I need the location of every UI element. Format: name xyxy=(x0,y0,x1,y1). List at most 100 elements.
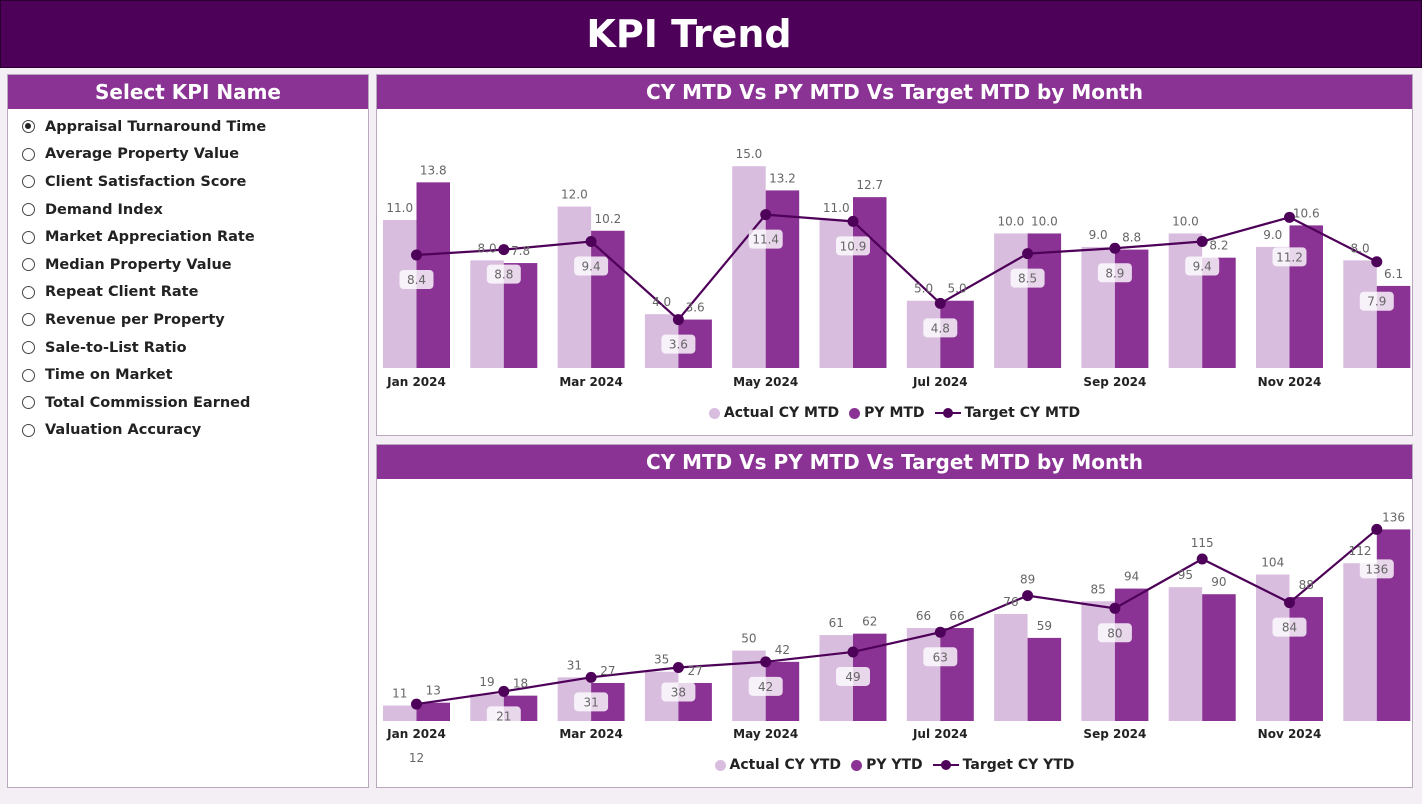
py-bar xyxy=(1202,594,1236,721)
ytd-chart-panel: CY MTD Vs PY MTD Vs Target MTD by Month … xyxy=(376,444,1413,788)
actual-data-label: 104 xyxy=(1261,555,1284,569)
target-data-label: 4.8 xyxy=(931,321,950,335)
radio-icon[interactable] xyxy=(22,396,35,410)
kpi-option-label: Valuation Accuracy xyxy=(45,422,202,439)
py-data-label: 62 xyxy=(862,615,877,629)
target-point xyxy=(1109,602,1121,614)
actual-data-label: 10.0 xyxy=(1172,214,1199,228)
kpi-option[interactable]: Average Property Value xyxy=(22,141,368,169)
target-label-box xyxy=(1359,291,1394,311)
py-bar xyxy=(1202,257,1236,368)
target-data-label: 49 xyxy=(845,670,860,684)
target-data-label: 63 xyxy=(933,650,948,664)
radio-icon[interactable] xyxy=(22,120,35,134)
radio-icon[interactable] xyxy=(22,230,35,244)
actual-data-label: 10.0 xyxy=(997,214,1024,228)
kpi-option[interactable]: Valuation Accuracy xyxy=(22,417,368,445)
target-data-label: 3.6 xyxy=(669,338,688,352)
x-tick-label: Nov 2024 xyxy=(1258,727,1322,741)
radio-icon[interactable] xyxy=(22,341,35,355)
actual-data-label: 85 xyxy=(1091,582,1106,596)
kpi-list: Appraisal Turnaround Time Average Propert… xyxy=(8,109,368,444)
target-label-box xyxy=(1097,263,1132,283)
py-data-label: 10.2 xyxy=(594,212,621,226)
py-bar xyxy=(591,230,625,368)
x-tick-label: Jul 2024 xyxy=(912,375,968,389)
radio-icon[interactable] xyxy=(22,147,35,161)
py-data-label: 59 xyxy=(1037,619,1052,633)
radio-icon[interactable] xyxy=(22,258,35,272)
legend-label: Target CY MTD xyxy=(964,405,1081,421)
actual-data-label: 19 xyxy=(479,675,494,689)
kpi-option[interactable]: Time on Market xyxy=(22,361,368,389)
target-label-box xyxy=(486,264,521,284)
actual-bar xyxy=(1168,233,1203,368)
actual-data-label: 9.0 xyxy=(1089,228,1108,242)
legend-target-marker xyxy=(934,408,961,418)
page-title: KPI Trend xyxy=(586,12,792,56)
target-label-box xyxy=(1272,247,1307,267)
actual-data-label: 9.0 xyxy=(1263,228,1282,242)
actual-bar xyxy=(1081,601,1115,721)
target-point xyxy=(1196,236,1208,248)
py-data-label: 8.8 xyxy=(1122,231,1141,245)
page-header: KPI Trend xyxy=(0,0,1422,68)
target-data-label: 12 xyxy=(409,751,424,765)
radio-icon[interactable] xyxy=(22,175,35,189)
py-bar xyxy=(1376,529,1411,721)
target-label-box xyxy=(399,748,434,768)
radio-icon[interactable] xyxy=(22,313,35,327)
bar-layer xyxy=(383,166,1411,368)
x-tick-label: Jul 2024 xyxy=(912,727,968,741)
target-label-box xyxy=(574,692,609,712)
target-point xyxy=(934,297,946,309)
py-bar xyxy=(416,702,450,721)
actual-bar xyxy=(1343,563,1377,721)
py-data-label: 7.8 xyxy=(511,244,530,258)
ytd-chart-title: CY MTD Vs PY MTD Vs Target MTD by Month xyxy=(377,445,1412,479)
target-data-label: 89 xyxy=(1020,573,1035,587)
kpi-option-label: Repeat Client Rate xyxy=(45,284,199,301)
x-tick-label: Jan 2024 xyxy=(386,727,446,741)
py-data-label: 10.6 xyxy=(1293,206,1320,220)
target-point xyxy=(672,661,684,673)
py-data-label: 94 xyxy=(1124,570,1139,584)
target-data-label: 21 xyxy=(496,709,511,723)
target-point xyxy=(1022,248,1034,260)
target-data-label: 9.4 xyxy=(1193,260,1212,274)
legend-py: PY YTD xyxy=(851,757,923,773)
ytd-legend: Actual CY YTD PY YTD Target CY YTD xyxy=(377,757,1412,773)
target-point xyxy=(585,236,597,248)
radio-icon[interactable] xyxy=(22,285,35,299)
actual-data-label: 8.0 xyxy=(1351,241,1370,255)
radio-icon[interactable] xyxy=(22,423,35,437)
kpi-option[interactable]: Revenue per Property xyxy=(22,306,368,334)
target-data-label: 80 xyxy=(1107,626,1122,640)
target-point xyxy=(585,671,597,683)
target-label-box xyxy=(1010,268,1045,288)
actual-data-label: 95 xyxy=(1178,568,1193,582)
target-point xyxy=(847,215,859,227)
py-data-label: 12.7 xyxy=(856,178,883,192)
kpi-option[interactable]: Repeat Client Rate xyxy=(22,279,368,307)
kpi-option[interactable]: Demand Index xyxy=(22,196,368,224)
x-tick-label: May 2024 xyxy=(733,375,798,389)
legend-py: PY MTD xyxy=(849,405,925,421)
kpi-option[interactable]: Median Property Value xyxy=(22,251,368,279)
kpi-option[interactable]: Client Satisfaction Score xyxy=(22,168,368,196)
target-data-label: 8.8 xyxy=(494,268,513,282)
target-point xyxy=(847,646,859,658)
radio-icon[interactable] xyxy=(22,368,35,382)
radio-icon[interactable] xyxy=(22,203,35,217)
py-data-label: 27 xyxy=(600,664,615,678)
target-point xyxy=(1196,553,1208,565)
kpi-option[interactable]: Market Appreciation Rate xyxy=(22,223,368,251)
kpi-option[interactable]: Total Commission Earned xyxy=(22,389,368,417)
actual-data-label: 8.0 xyxy=(478,241,497,255)
actual-bar xyxy=(1256,574,1290,721)
legend-actual: Actual CY YTD xyxy=(714,757,841,773)
target-label-box xyxy=(748,229,783,249)
legend-py-marker xyxy=(849,407,861,419)
kpi-option[interactable]: Appraisal Turnaround Time xyxy=(22,113,368,141)
kpi-option[interactable]: Sale-to-List Ratio xyxy=(22,334,368,362)
